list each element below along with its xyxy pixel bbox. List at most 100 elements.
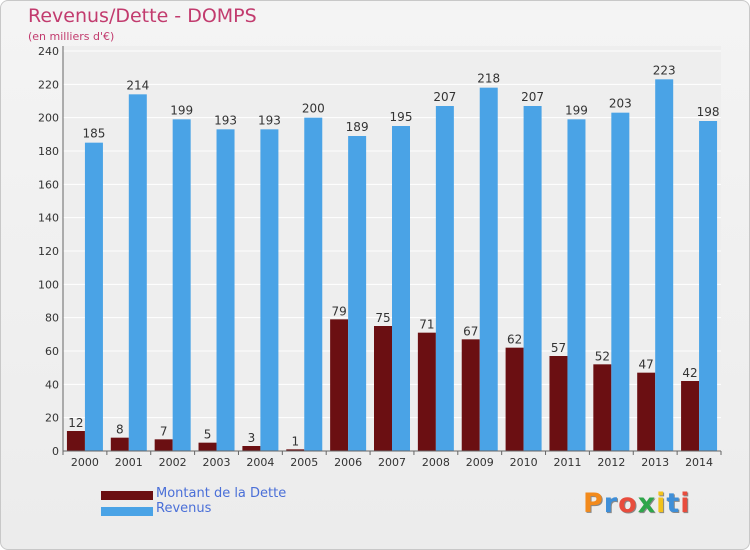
revenue-bar	[479, 87, 498, 452]
bars	[66, 79, 718, 452]
y-tick-label: 40	[45, 378, 59, 391]
y-tick-label: 0	[52, 445, 59, 458]
logo-letter: x	[637, 488, 657, 519]
x-tick-label: 2008	[422, 456, 450, 469]
x-tick-label: 2014	[685, 456, 713, 469]
debt-bar	[154, 439, 173, 451]
y-tick-label: 180	[38, 145, 59, 158]
x-tick-label: 2001	[115, 456, 143, 469]
x-tick-label: 2007	[378, 456, 406, 469]
revenue-bar	[216, 129, 235, 452]
revenue-bar	[655, 79, 674, 451]
legend-swatch-revenue	[101, 507, 153, 516]
revenue-bar	[611, 112, 630, 452]
revenue-value-label: 203	[609, 97, 632, 111]
revenue-bar	[567, 119, 586, 451]
debt-value-label: 71	[419, 318, 434, 332]
revenue-value-label: 223	[653, 63, 676, 77]
y-tick-label: 60	[45, 345, 59, 358]
revenue-bar	[435, 106, 454, 451]
proxiti-logo: Proxiti	[583, 488, 691, 519]
revenue-value-label: 199	[170, 103, 193, 117]
debt-bar	[330, 319, 349, 451]
y-tick-label: 80	[45, 312, 59, 325]
revenue-value-label: 195	[390, 110, 413, 124]
revenue-bar	[699, 121, 718, 451]
revenue-value-label: 207	[521, 90, 544, 104]
revenue-bar	[348, 136, 367, 451]
x-tick-label: 2013	[641, 456, 669, 469]
x-tick-label: 2005	[290, 456, 318, 469]
debt-value-label: 1	[291, 434, 299, 448]
revenue-bar	[128, 94, 147, 451]
revenue-value-label: 214	[126, 78, 149, 92]
debt-value-label: 42	[682, 366, 697, 380]
revenue-value-label: 185	[82, 127, 105, 141]
revenue-value-label: 193	[214, 113, 237, 127]
debt-bar	[593, 364, 612, 451]
debt-bar	[242, 446, 261, 451]
chart-title: Revenus/Dette - DOMPS	[28, 5, 257, 27]
debt-bar	[505, 347, 524, 451]
revenue-value-label: 218	[477, 72, 500, 86]
logo-letter: i	[680, 488, 691, 519]
debt-value-label: 8	[116, 423, 124, 437]
x-tick-label: 2004	[246, 456, 274, 469]
revenue-value-label: 199	[565, 103, 588, 117]
debt-value-label: 62	[507, 333, 522, 347]
x-tick-label: 2003	[203, 456, 231, 469]
logo-letter: i	[656, 488, 667, 519]
x-tick-label: 2012	[597, 456, 625, 469]
revenue-value-label: 207	[433, 90, 456, 104]
debt-value-label: 5	[204, 428, 212, 442]
debt-value-label: 12	[68, 416, 83, 430]
y-tick-label: 140	[38, 212, 59, 225]
revenue-bar	[523, 106, 542, 451]
revenue-bar	[392, 126, 410, 451]
y-tick-label: 220	[38, 78, 59, 91]
x-tick-label: 2000	[71, 456, 99, 469]
y-tick-label: 120	[38, 245, 59, 258]
x-axis: 2000 2001 2002 2003 2004 2005 2006 2007 2008 2009…	[62, 450, 722, 469]
debt-value-label: 52	[595, 349, 610, 363]
legend-label-debt: Montant de la Dette	[156, 486, 287, 501]
logo-letter: r	[603, 488, 619, 519]
debt-bar	[549, 356, 568, 451]
debt-bar	[637, 372, 656, 451]
debt-value-label: 57	[551, 341, 566, 355]
logo-letter: P	[583, 488, 604, 519]
debt-bar	[681, 381, 700, 451]
revenue-value-label: 189	[346, 120, 369, 134]
y-tick-label: 20	[45, 412, 59, 425]
debt-bar	[417, 332, 436, 451]
revenue-bar	[260, 129, 279, 452]
debt-value-label: 75	[375, 311, 390, 325]
x-tick-label: 2010	[510, 456, 538, 469]
debt-value-label: 67	[463, 324, 478, 338]
y-tick-label: 100	[38, 278, 59, 291]
debt-bar	[374, 326, 392, 451]
debt-value-label: 79	[331, 304, 346, 318]
revenue-bar	[172, 119, 191, 451]
logo-letter: o	[618, 488, 638, 519]
chart-subtitle: (en milliers d'€)	[28, 30, 115, 43]
debt-bar	[66, 431, 85, 451]
debt-value-label: 3	[248, 431, 256, 445]
revenue-value-label: 200	[302, 102, 325, 116]
legend-swatch-debt	[101, 491, 153, 500]
debt-bar	[198, 442, 217, 451]
debt-bar	[286, 449, 305, 451]
debt-value-label: 47	[639, 358, 654, 372]
y-tick-label: 160	[38, 178, 59, 191]
debt-bar	[461, 339, 480, 451]
x-tick-label: 2011	[553, 456, 581, 469]
y-tick-label: 200	[38, 112, 59, 125]
revenue-bar	[304, 117, 323, 452]
revenue-value-label: 198	[697, 105, 720, 119]
revenue-bar	[84, 142, 103, 451]
y-axis: 0 20 40 60 80 100 120 140 160 180 200 220 240	[38, 45, 64, 458]
revenue-value-label: 193	[258, 113, 281, 127]
y-tick-label: 240	[38, 45, 59, 58]
